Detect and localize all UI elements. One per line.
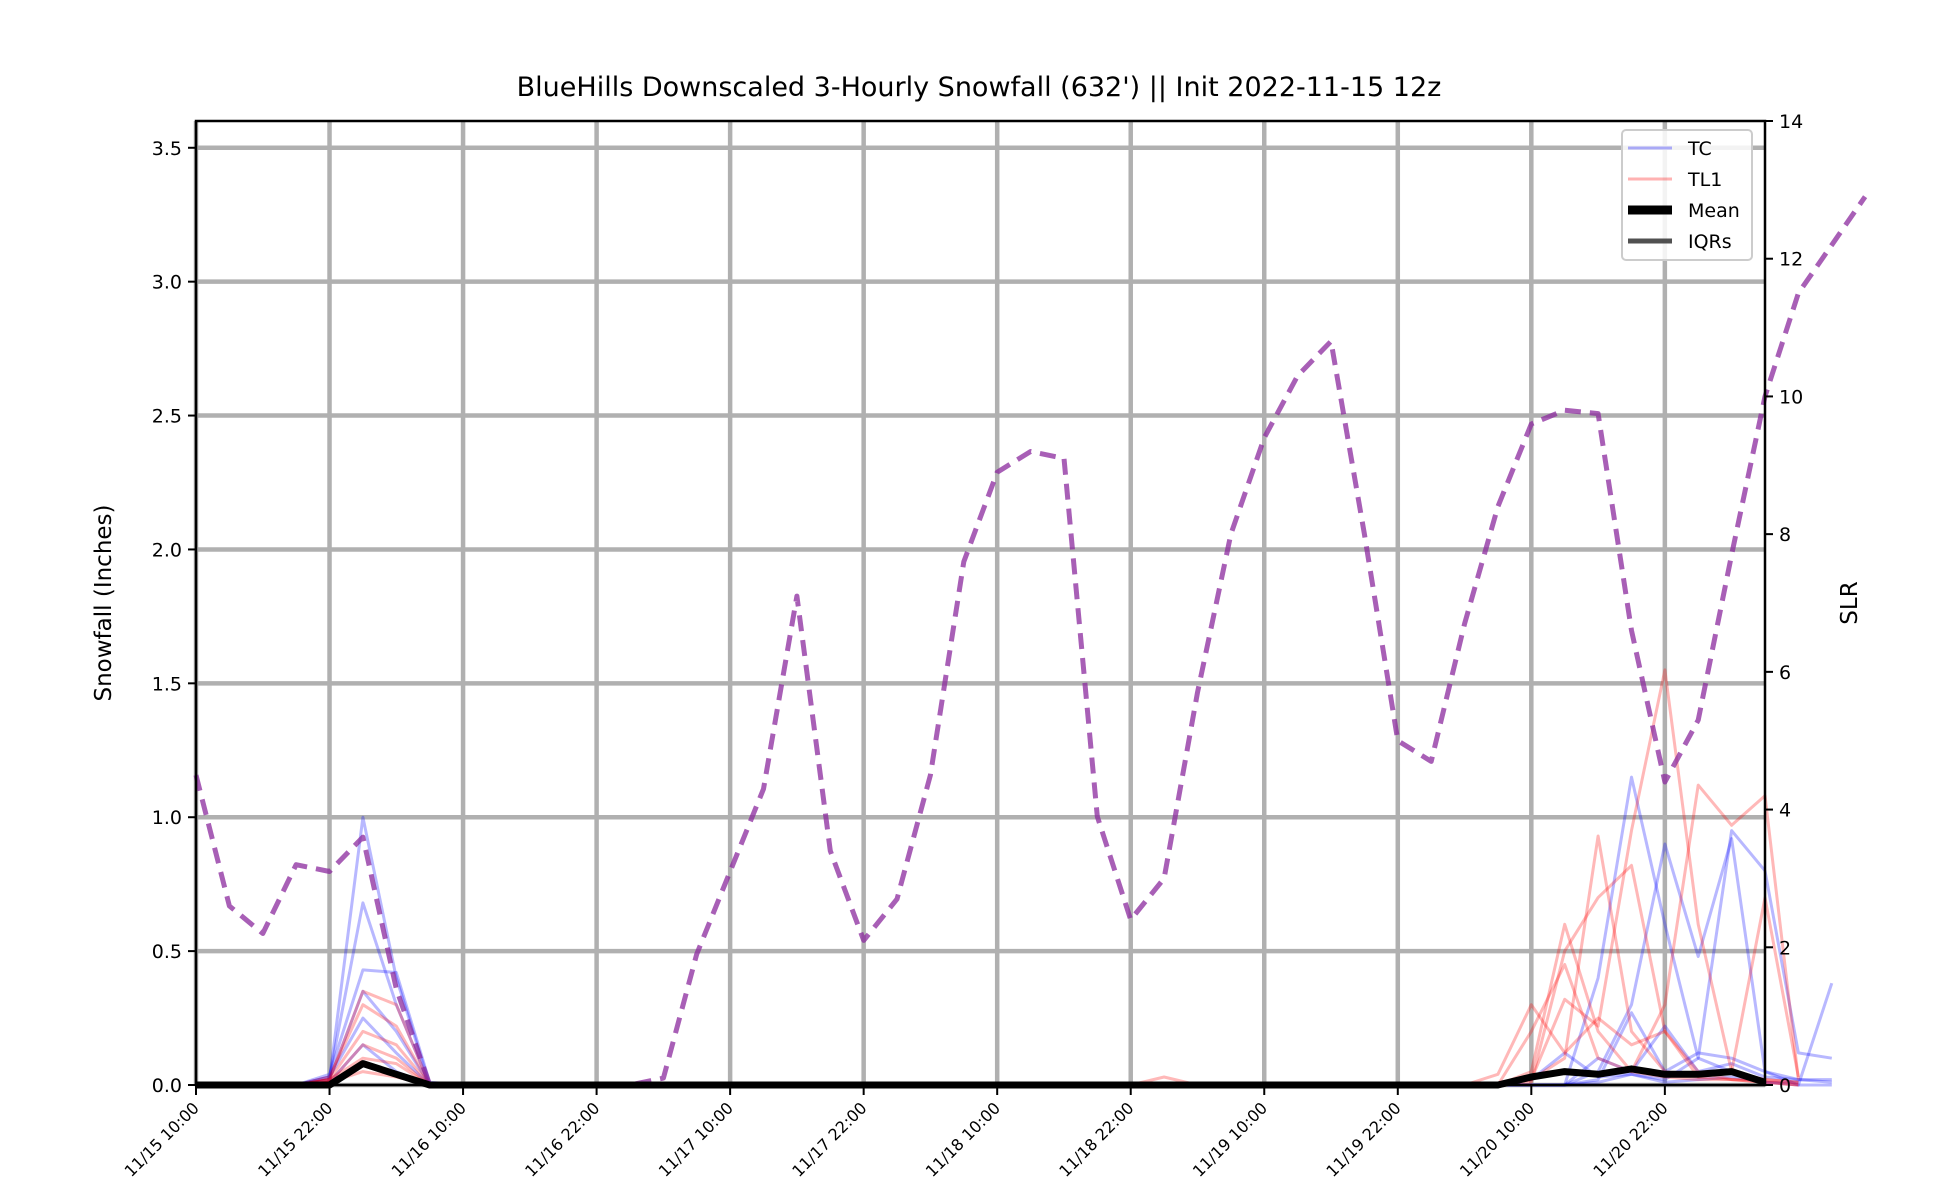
x-tick-label: 11/16 22:00 xyxy=(521,1098,603,1180)
tc-member-line xyxy=(196,837,1834,1087)
y2-axis-label: SLR xyxy=(1837,581,1863,624)
plot-frame xyxy=(194,119,1767,1087)
y2-tick-label: 12 xyxy=(1779,249,1803,271)
y-tick-label: 2.0 xyxy=(152,539,182,561)
x-tick-label: 11/19 10:00 xyxy=(1189,1098,1271,1180)
y-tick-label: 2.5 xyxy=(152,406,182,428)
y2-tick-label: 0 xyxy=(1779,1075,1791,1097)
y2-tick-label: 8 xyxy=(1779,524,1791,546)
axes: 0.0 0.5 1.0 1.5 2.0 2.5 3.0 3.5 0 2 4 6 8 10 12 14 11/15… xyxy=(121,111,1804,1181)
y-axis-label: Snowfall (Inches) xyxy=(91,504,117,701)
y-tick-label: 3.0 xyxy=(152,272,182,294)
legend-label: TL1 xyxy=(1687,169,1722,191)
legend-label: IQRs xyxy=(1688,231,1732,253)
tc-member-line xyxy=(196,1043,1832,1087)
y-tick-label: 1.5 xyxy=(152,673,182,695)
y-tick-label: 3.5 xyxy=(152,138,182,160)
x-tick-label: 11/19 22:00 xyxy=(1322,1098,1404,1180)
x-tick-label: 11/15 22:00 xyxy=(254,1098,336,1180)
y2-tick-label: 2 xyxy=(1779,937,1791,959)
y2-tick-label: 10 xyxy=(1779,386,1803,408)
y-tick-label: 0.5 xyxy=(152,941,182,963)
x-tick-label: 11/17 10:00 xyxy=(655,1098,737,1180)
y-tick-label: 0.0 xyxy=(152,1075,182,1097)
y2-tick-label: 14 xyxy=(1779,111,1803,133)
x-tick-label: 11/18 10:00 xyxy=(922,1098,1004,1180)
legend-label: TC xyxy=(1687,138,1712,160)
grid-lines xyxy=(193,121,1765,1088)
y2-tick-label: 4 xyxy=(1779,800,1791,822)
y-tick-label: 1.0 xyxy=(152,807,182,829)
x-tick-label: 11/18 22:00 xyxy=(1055,1098,1137,1180)
tc-member-line xyxy=(196,775,1833,1087)
x-tick-label: 11/20 10:00 xyxy=(1456,1098,1538,1180)
legend-label: Mean xyxy=(1688,200,1740,222)
legend: TC TL1 Mean IQRs xyxy=(1621,129,1753,261)
x-tick-label: 11/16 10:00 xyxy=(388,1098,470,1180)
x-tick-label: 11/17 22:00 xyxy=(788,1098,870,1180)
chart-title: BlueHills Downscaled 3-Hourly Snowfall (… xyxy=(517,72,1442,103)
legend-box xyxy=(1621,129,1753,261)
x-tick-label: 11/15 10:00 xyxy=(121,1098,203,1180)
y2-tick-label: 6 xyxy=(1779,662,1791,684)
x-tick-label: 11/20 22:00 xyxy=(1589,1098,1671,1180)
